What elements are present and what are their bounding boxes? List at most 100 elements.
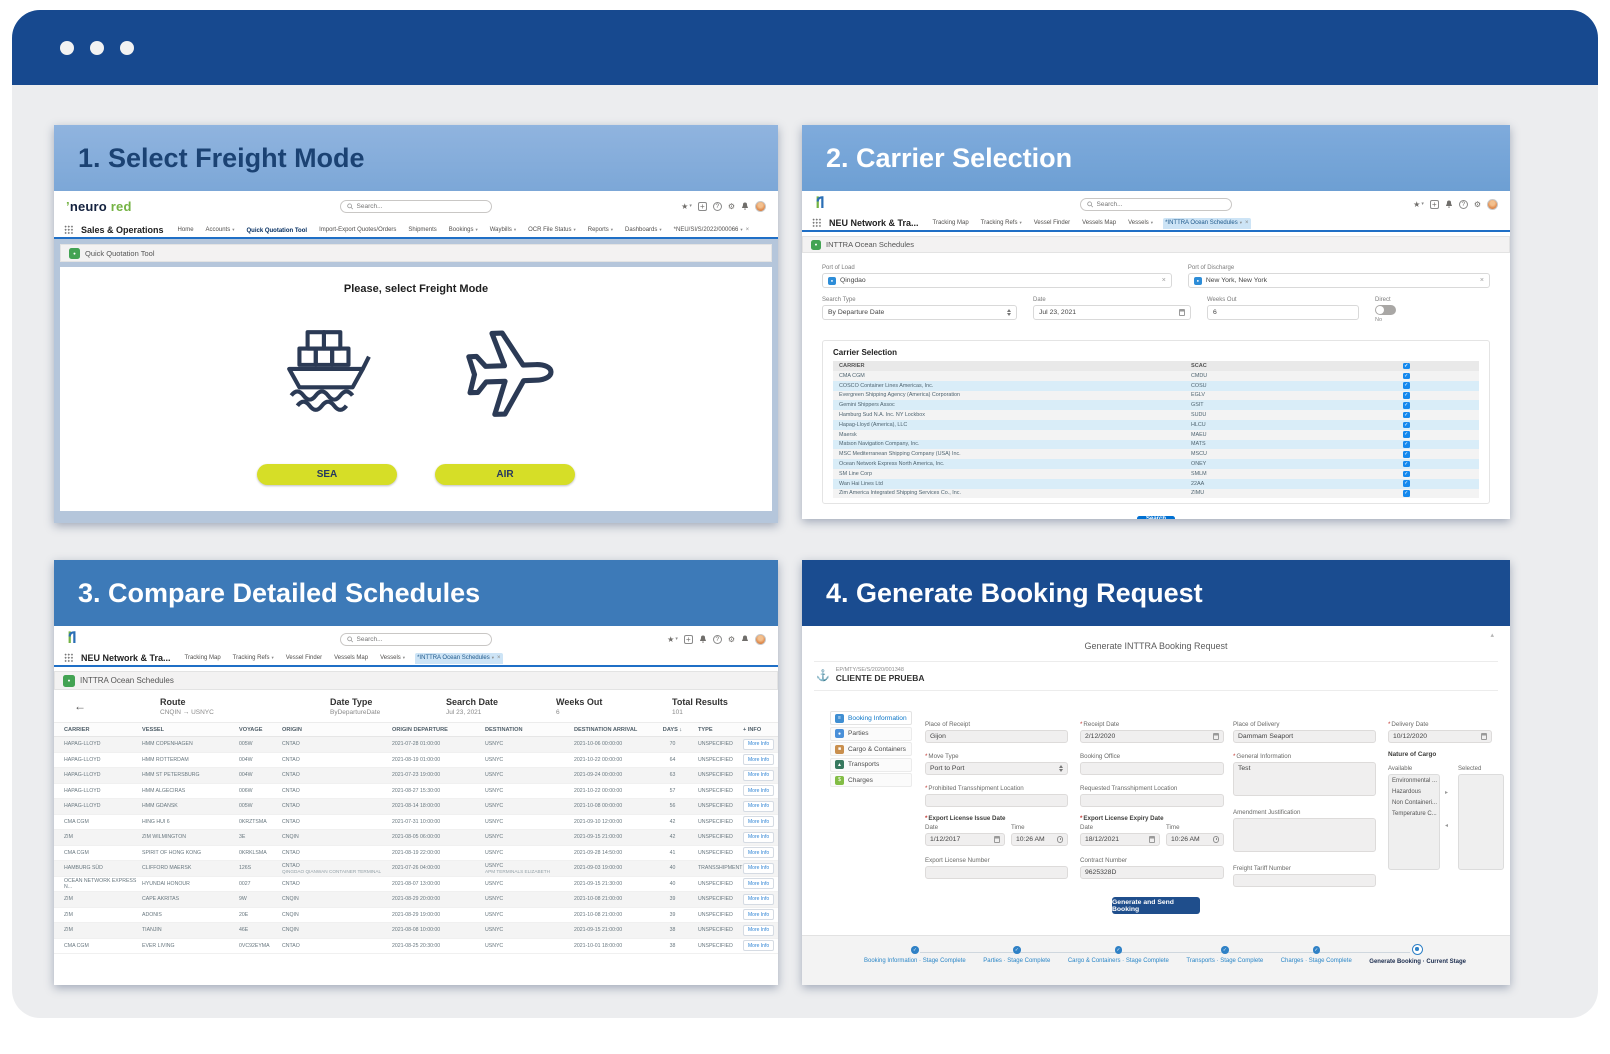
chevron-down-icon[interactable]: ▾ <box>1150 220 1154 225</box>
nav-tab[interactable]: Bookings ▾ <box>447 225 480 236</box>
date-field[interactable]: Jul 23, 2021 <box>1033 305 1191 320</box>
add-icon[interactable]: + <box>683 634 693 644</box>
nav-tab[interactable]: *INTTRA Ocean Schedules ▾ × <box>1163 218 1251 229</box>
chevron-down-icon[interactable]: ▾ <box>232 227 235 232</box>
freight-tariff-number-field[interactable] <box>1233 874 1376 887</box>
general-information-textarea[interactable]: Test <box>1233 762 1376 796</box>
more-info-button[interactable]: More Info <box>743 816 775 828</box>
nav-tab[interactable]: Dashboards ▾ <box>623 225 664 236</box>
form-section-tab[interactable]: ● Parties <box>830 726 912 741</box>
available-cargo-listbox[interactable]: Environmental ... Hazardous Non Containeri… <box>1388 774 1440 870</box>
more-info-button[interactable]: More Info <box>743 909 775 921</box>
window-control-dot[interactable] <box>90 40 104 55</box>
expiry-date-field[interactable]: 18/12/2021 <box>1080 833 1160 846</box>
favorites-star-icon[interactable]: ★ ▾ <box>667 634 678 644</box>
window-control-dot[interactable] <box>120 40 134 55</box>
selected-cargo-listbox[interactable] <box>1458 774 1504 870</box>
calendar-icon[interactable] <box>993 836 1000 843</box>
app-name[interactable]: NEU Network & Tra... <box>829 218 919 228</box>
cargo-option[interactable]: Non Containeri... <box>1392 800 1438 806</box>
move-left-icon[interactable]: ◂ <box>1445 823 1449 829</box>
app-launcher-icon[interactable] <box>812 218 821 227</box>
app-name[interactable]: Sales & Operations <box>81 225 164 235</box>
notifications-bell-icon[interactable] <box>699 635 707 643</box>
export-license-number-field[interactable] <box>925 866 1068 879</box>
carrier-checkbox[interactable] <box>1403 372 1410 380</box>
chevron-down-icon[interactable]: ▾ <box>610 227 614 232</box>
app-launcher-icon[interactable] <box>64 653 73 662</box>
nav-tab[interactable]: Quick Quotation Tool <box>245 226 310 237</box>
issue-date-field[interactable]: 1/12/2017 <box>925 833 1005 846</box>
search-button[interactable]: Search <box>1137 516 1175 519</box>
nav-tab[interactable]: Accounts ▾ <box>204 225 237 236</box>
scroll-up-icon[interactable]: ▴ <box>1490 632 1494 639</box>
form-section-tab[interactable]: ▲ Transports <box>830 757 912 772</box>
air-button[interactable]: AIR <box>435 464 575 485</box>
nav-tab[interactable]: Vessels Map <box>332 653 370 664</box>
user-avatar[interactable] <box>1487 198 1498 210</box>
clear-icon[interactable]: × <box>1479 277 1484 284</box>
calendar-icon[interactable] <box>1178 309 1185 316</box>
chevron-down-icon[interactable]: ▾ <box>271 655 274 660</box>
requested-transshipment-field[interactable] <box>1080 794 1224 807</box>
port-of-discharge-field[interactable]: New York, New York × <box>1187 273 1490 288</box>
booking-office-field[interactable] <box>1080 762 1224 775</box>
more-info-button[interactable]: More Info <box>743 800 775 812</box>
cargo-option[interactable]: Hazardous <box>1392 789 1422 795</box>
contract-number-field[interactable]: 9625328D <box>1080 866 1224 879</box>
carrier-checkbox[interactable] <box>1403 402 1410 409</box>
global-search-box[interactable] <box>1080 197 1232 211</box>
close-icon[interactable]: × <box>745 227 750 233</box>
close-icon[interactable]: × <box>1245 220 1249 226</box>
expiry-time-field[interactable]: 10:26 AM <box>1166 833 1224 846</box>
more-info-button[interactable]: More Info <box>743 754 775 766</box>
help-icon[interactable]: ? <box>1458 199 1468 209</box>
nav-tab[interactable]: OCR File Status ▾ <box>526 225 578 236</box>
amendment-justification-textarea[interactable] <box>1233 818 1376 852</box>
global-search-box[interactable] <box>340 199 492 213</box>
calendar-icon[interactable] <box>1480 733 1487 740</box>
carrier-checkbox[interactable] <box>1403 480 1410 487</box>
app-launcher-icon[interactable] <box>64 225 73 234</box>
chevron-down-icon[interactable]: ▾ <box>1019 220 1022 225</box>
more-info-button[interactable]: More Info <box>743 893 775 905</box>
nav-tab[interactable]: Vessels ▾ <box>1126 218 1155 229</box>
more-info-button[interactable]: More Info <box>743 738 775 750</box>
form-section-tab[interactable]: ■ Cargo & Containers <box>830 742 912 756</box>
back-arrow-icon[interactable]: ← <box>74 699 86 713</box>
move-right-icon[interactable]: ▸ <box>1445 790 1449 796</box>
nav-tab[interactable]: *INTTRA Ocean Schedules ▾ × <box>415 653 503 664</box>
more-info-button[interactable]: More Info <box>743 940 775 952</box>
window-control-dot[interactable] <box>60 40 74 55</box>
chevron-down-icon[interactable]: ▾ <box>1239 220 1243 225</box>
setup-gear-icon[interactable]: ⚙ <box>1473 199 1481 209</box>
generate-and-send-booking-button[interactable]: Generate and Send Booking <box>1112 897 1200 914</box>
place-of-receipt-field[interactable]: Gijon <box>925 730 1068 743</box>
clear-icon[interactable]: × <box>1161 277 1166 284</box>
global-search-box[interactable] <box>340 632 492 646</box>
more-info-button[interactable]: More Info <box>743 924 775 936</box>
nav-tab[interactable]: Vessel Finder <box>284 653 324 664</box>
chevron-down-icon[interactable]: ▾ <box>402 655 406 660</box>
chevron-down-icon[interactable]: ▾ <box>513 227 517 232</box>
favorites-star-icon[interactable]: ★ ▾ <box>1413 199 1424 209</box>
search-input[interactable] <box>356 202 485 210</box>
more-info-button[interactable]: More Info <box>743 847 775 859</box>
help-icon[interactable]: ? <box>712 201 722 211</box>
form-section-tab[interactable]: ≡ Booking Information <box>830 711 912 725</box>
user-avatar[interactable] <box>755 633 766 645</box>
carrier-checkbox[interactable] <box>1403 441 1410 448</box>
close-icon[interactable]: × <box>497 655 501 661</box>
carrier-checkbox[interactable] <box>1403 431 1410 438</box>
place-of-delivery-field[interactable]: Dammam Seaport <box>1233 730 1376 743</box>
nav-tab[interactable]: Vessels ▾ <box>378 653 407 664</box>
carrier-checkbox[interactable] <box>1403 460 1410 468</box>
nav-tab[interactable]: Tracking Refs ▾ <box>231 653 276 664</box>
stage-step[interactable]: Cargo & Containers · Stage Complete <box>1068 946 1169 965</box>
nav-tab[interactable]: Reports ▾ <box>586 225 615 236</box>
stage-step[interactable]: Charges · Stage Complete <box>1281 946 1352 965</box>
direct-toggle[interactable] <box>1375 305 1396 315</box>
more-info-button[interactable]: More Info <box>743 862 775 874</box>
search-type-select[interactable]: By Departure Date <box>822 305 1017 320</box>
move-type-select[interactable]: Port to Port <box>925 762 1068 775</box>
